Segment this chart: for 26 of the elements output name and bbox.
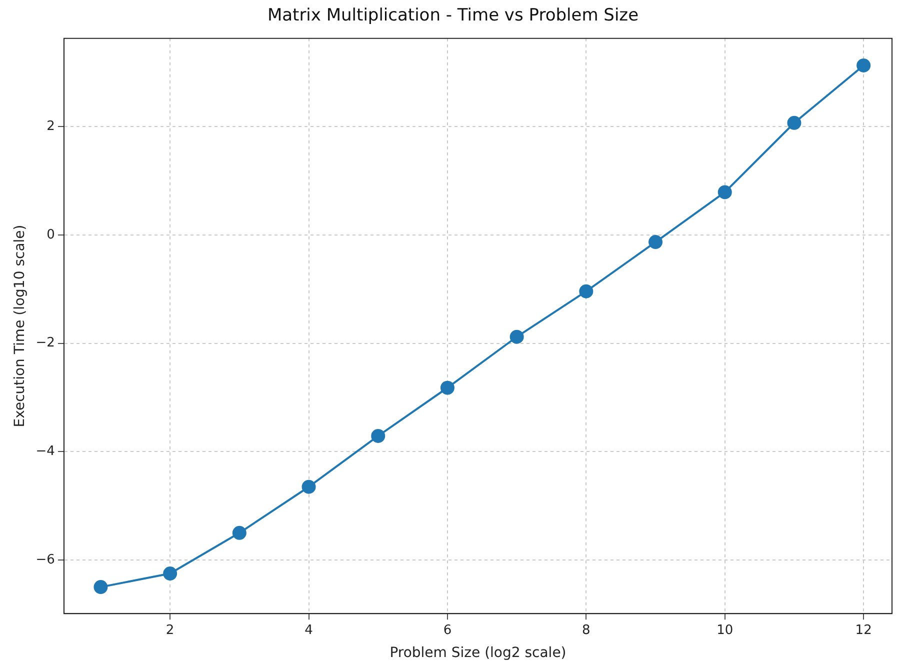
y-tick-label: −2 <box>36 336 55 351</box>
point <box>302 480 316 494</box>
point <box>232 526 246 540</box>
point <box>718 185 732 200</box>
point <box>510 330 524 344</box>
point <box>648 235 663 250</box>
x-tick-label: 2 <box>166 622 174 638</box>
x-axis-title: Problem Size (log2 scale) <box>390 645 566 662</box>
x-tick-label: 6 <box>443 622 452 638</box>
y-tick-label: 2 <box>46 119 55 134</box>
point <box>163 566 178 581</box>
point <box>856 58 871 72</box>
point <box>440 380 454 395</box>
point <box>94 580 108 594</box>
x-tick-label: 12 <box>855 622 872 638</box>
x-tick-label: 4 <box>304 622 313 638</box>
y-tick-label: −6 <box>36 552 55 568</box>
chart-title: Matrix Multiplication - Time vs Problem Size <box>267 6 639 26</box>
y-tick-label: −4 <box>36 444 55 460</box>
x-tick-label: 10 <box>716 622 734 638</box>
y-tick-label: 0 <box>46 227 55 242</box>
point <box>579 284 594 298</box>
y-axis-title: Execution Time (log10 scale) <box>12 224 28 428</box>
point <box>371 428 386 443</box>
point <box>787 116 802 130</box>
x-tick-label: 8 <box>582 622 590 638</box>
